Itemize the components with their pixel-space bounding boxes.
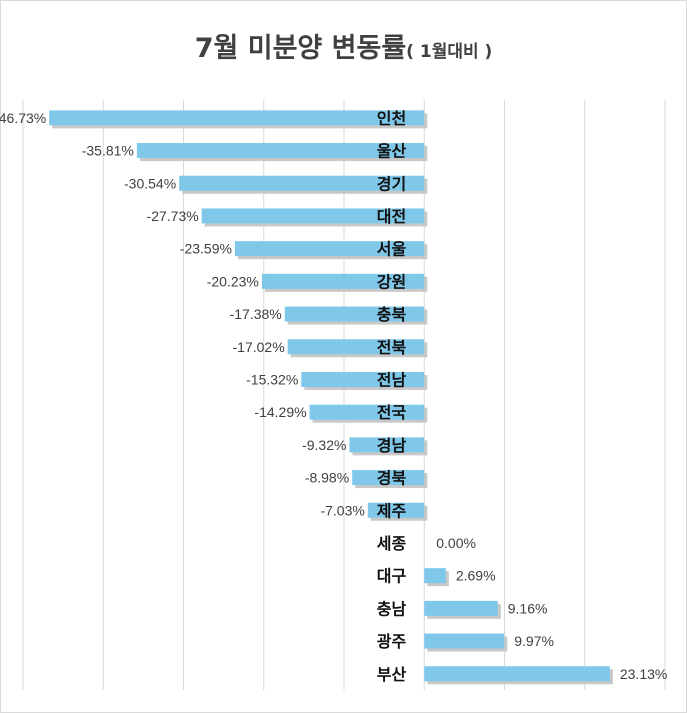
category-label: 인천 <box>377 109 406 128</box>
data-label: -23.59% <box>180 241 232 257</box>
bar <box>301 371 425 387</box>
bar <box>234 241 425 257</box>
category-label: 대구 <box>377 567 407 586</box>
category-label: 경남 <box>377 436 407 455</box>
category-label: 충북 <box>377 305 407 324</box>
category-label: 세종 <box>377 534 407 553</box>
category-label: 제주 <box>377 501 407 520</box>
data-label: -20.23% <box>207 273 259 289</box>
bar <box>284 306 425 322</box>
category-label: 부산 <box>377 665 407 684</box>
data-label: 2.69% <box>456 568 496 584</box>
data-label: -35.81% <box>82 143 134 159</box>
data-label: -14.29% <box>254 404 306 420</box>
category-label: 전북 <box>377 338 407 357</box>
data-label: -27.73% <box>147 208 199 224</box>
data-label: -17.38% <box>230 306 282 322</box>
bar <box>287 339 425 355</box>
bar <box>136 143 425 159</box>
bar <box>424 666 610 682</box>
bar <box>179 175 425 191</box>
data-label: -17.02% <box>233 339 285 355</box>
data-label: 9.16% <box>508 600 548 616</box>
category-label: 경기 <box>377 174 406 193</box>
data-label: -8.98% <box>305 470 349 486</box>
category-label: 충남 <box>377 599 407 618</box>
category-label: 강원 <box>377 272 406 291</box>
title-subtitle: ( 1월대비 ) <box>406 42 493 62</box>
category-label: 울산 <box>377 142 407 161</box>
chart-title: 7월 미분양 변동률( 1월대비 ) <box>0 26 687 65</box>
data-label: -46.73% <box>0 110 46 126</box>
bar <box>424 633 505 649</box>
category-label: 대전 <box>377 207 406 226</box>
category-label: 경북 <box>377 469 407 488</box>
category-label: 광주 <box>377 632 407 651</box>
bar <box>49 110 425 126</box>
data-label: -30.54% <box>124 175 176 191</box>
category-label: 서울 <box>377 240 407 259</box>
bar <box>201 208 425 224</box>
category-label: 전국 <box>377 403 407 422</box>
bar <box>424 600 498 616</box>
data-label: 23.13% <box>620 666 667 682</box>
bar <box>352 470 425 486</box>
data-label: -7.03% <box>320 502 364 518</box>
data-label: -15.32% <box>246 371 298 387</box>
title-main: 7월 미분양 변동률 <box>194 33 407 64</box>
bar <box>309 404 425 420</box>
category-label: 전남 <box>377 370 407 389</box>
data-label: 0.00% <box>436 535 476 551</box>
data-label: 9.97% <box>514 633 554 649</box>
bar <box>349 437 425 453</box>
bar <box>261 273 425 289</box>
bar <box>424 568 446 584</box>
bar <box>367 502 425 518</box>
data-label: -9.32% <box>302 437 346 453</box>
